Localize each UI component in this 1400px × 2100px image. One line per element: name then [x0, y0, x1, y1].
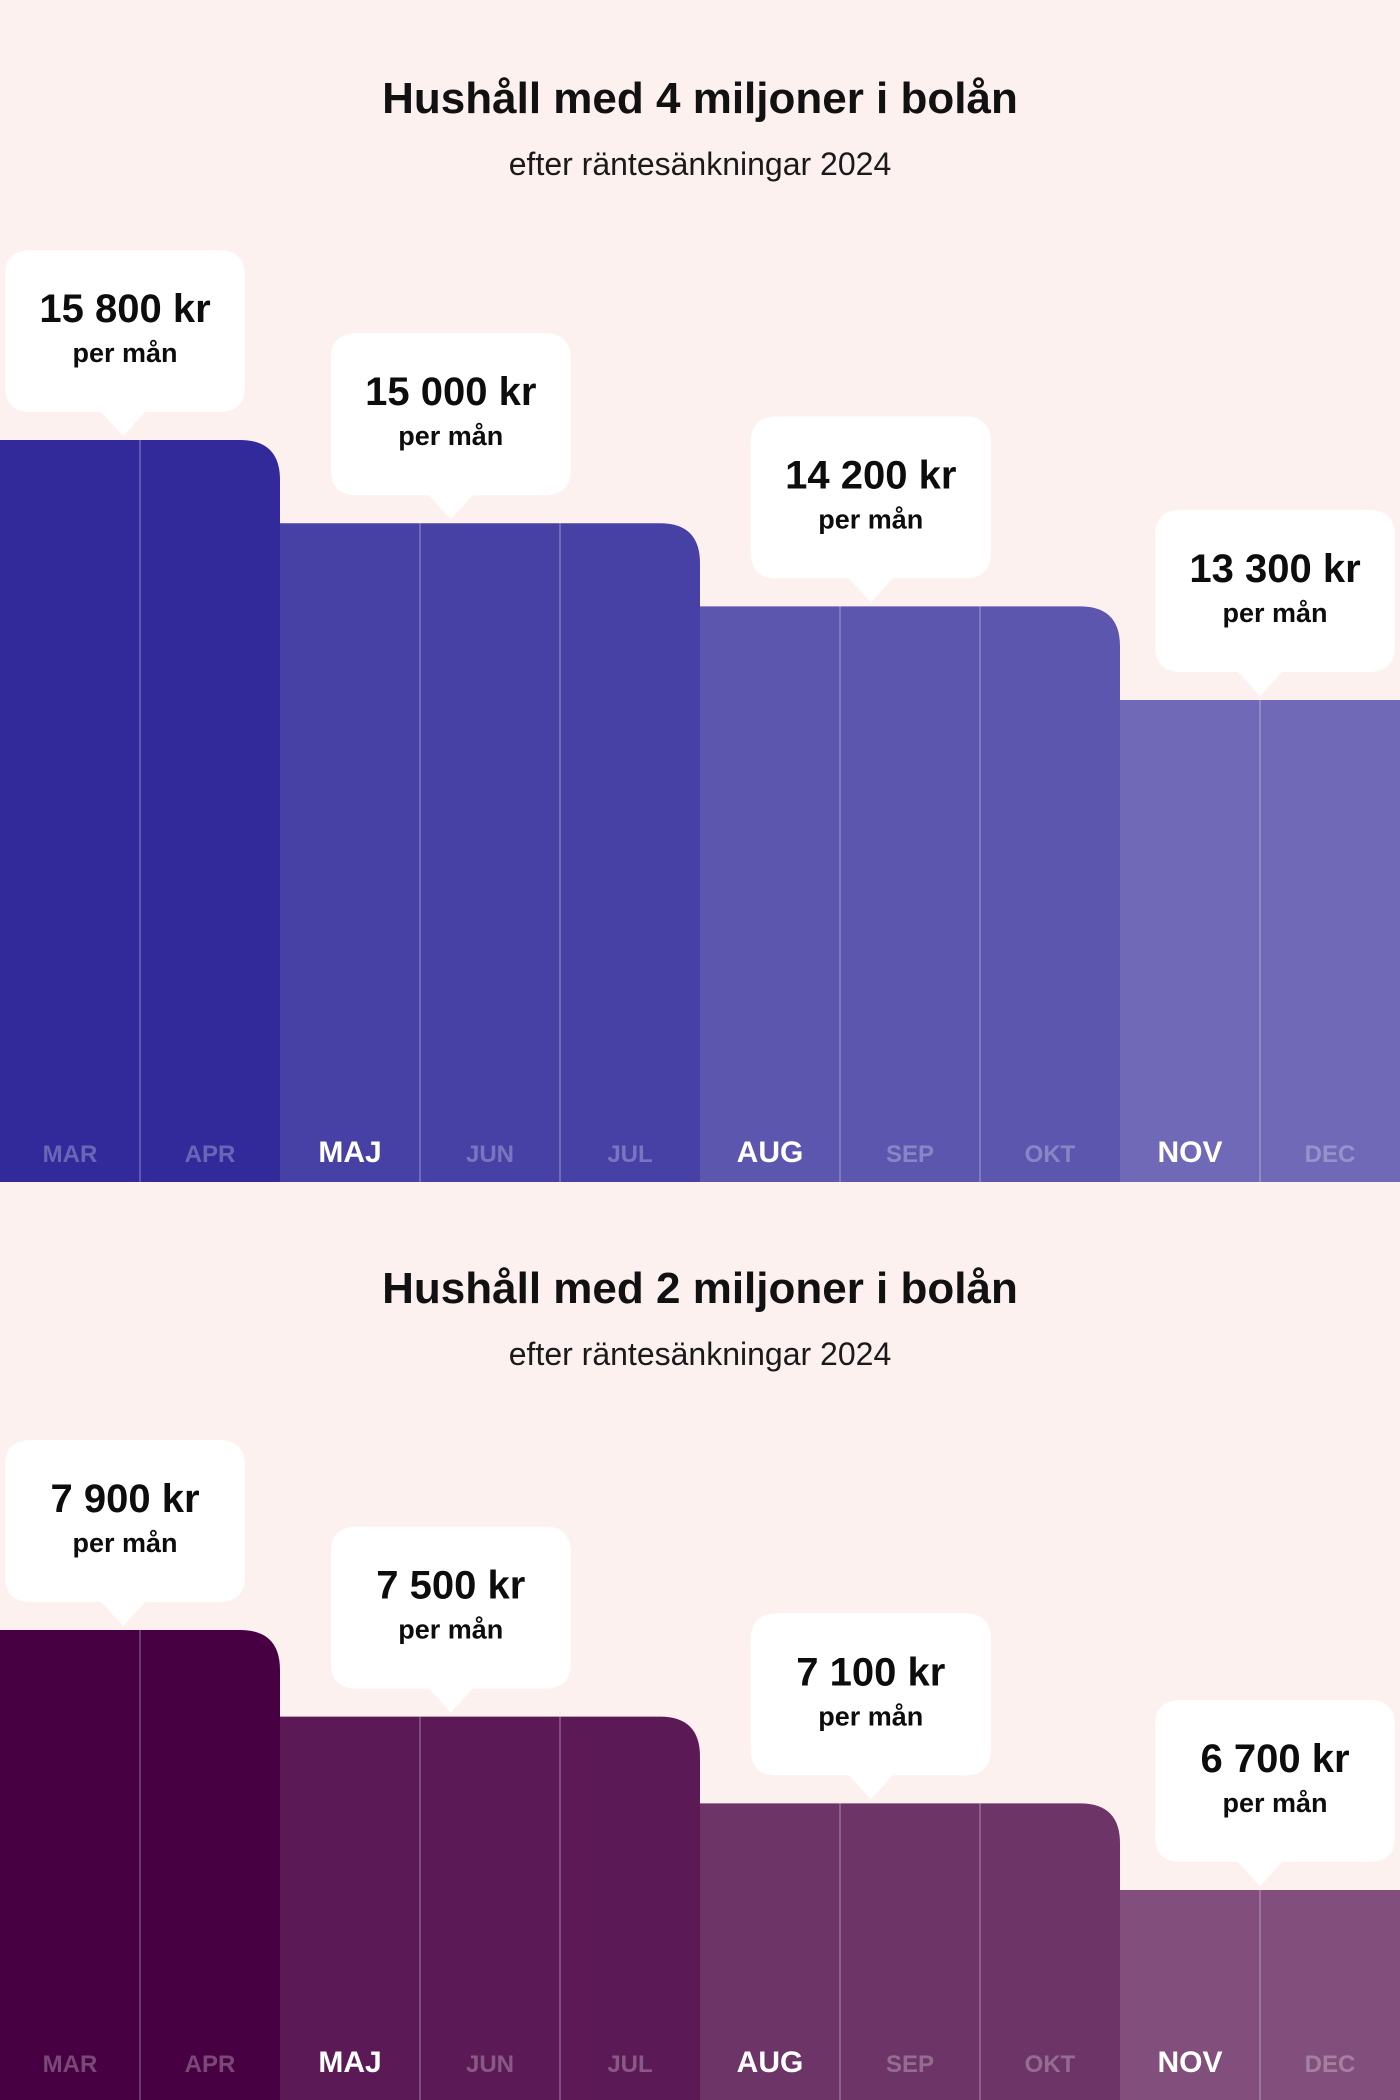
callout-unit: per mån [1222, 598, 1327, 628]
value-callout: 15 800 kr per mån [5, 250, 245, 436]
month-label-mar: MAR [43, 2051, 98, 2078]
month-label-jun: JUN [466, 1141, 514, 1168]
month-label-aug: AUG [737, 2046, 804, 2079]
callout-bubble [750, 416, 991, 603]
callout-bubble [330, 333, 571, 520]
chart-panel-2m: Hushåll med 2 miljoner i bolån efter rän… [0, 1190, 1400, 2100]
month-label-dec: DEC [1305, 2051, 1356, 2078]
callout-value: 15 800 kr [39, 287, 210, 331]
value-callout: 15 000 kr per mån [330, 333, 571, 520]
bar-group-1 [280, 523, 700, 1182]
month-label-aug: AUG [737, 1136, 804, 1169]
month-label-dec: DEC [1305, 1141, 1356, 1168]
callout-value: 14 200 kr [785, 453, 956, 497]
callout-bubble [5, 250, 245, 436]
callout-unit: per mån [398, 1615, 503, 1645]
bar-group-2 [700, 1803, 1120, 2100]
month-label-okt: OKT [1025, 2051, 1076, 2078]
callout-value: 6 700 kr [1200, 1737, 1349, 1781]
value-callout: 7 500 kr per mån [330, 1526, 571, 1713]
callout-value: 7 500 kr [376, 1564, 525, 1608]
chart-panel-4m: Hushåll med 4 miljoner i bolån efter rän… [0, 74, 1400, 1182]
bar-chart-2m: MAR APR 7 900 kr per mån MAJ JUN JUL 7 500 kr pe… [0, 1440, 1400, 2100]
month-label-apr: APR [185, 2051, 236, 2078]
bar-group-2 [700, 606, 1120, 1182]
month-label-okt: OKT [1025, 1141, 1076, 1168]
month-label-jun: JUN [466, 2051, 514, 2078]
callout-unit: per mån [72, 338, 177, 368]
month-label-jul: JUL [607, 2051, 652, 2078]
value-callout: 7 900 kr per mån [5, 1440, 245, 1626]
value-callout: 14 200 kr per mån [750, 416, 991, 603]
month-label-maj: MAJ [318, 1136, 381, 1169]
chart-title: Hushåll med 2 miljoner i bolån [382, 1264, 1018, 1313]
bar-group-3 [1120, 1890, 1400, 2100]
callout-unit: per mån [398, 421, 503, 451]
month-label-sep: SEP [886, 2051, 934, 2078]
callout-unit: per mån [818, 504, 923, 534]
value-callout: 6 700 kr per mån [1155, 1700, 1395, 1886]
callout-bubble [5, 1440, 245, 1626]
month-label-apr: APR [185, 1141, 236, 1168]
callout-bubble [1155, 1700, 1395, 1886]
callout-unit: per mån [72, 1528, 177, 1558]
month-label-nov: NOV [1157, 1136, 1222, 1169]
value-callout: 7 100 kr per mån [750, 1613, 991, 1800]
month-label-sep: SEP [886, 1141, 934, 1168]
chart-subtitle: efter räntesänkningar 2024 [508, 146, 892, 182]
chart-title: Hushåll med 4 miljoner i bolån [382, 74, 1018, 123]
bar-group-3 [1120, 700, 1400, 1182]
callout-value: 7 900 kr [50, 1477, 199, 1521]
bar-group-0 [0, 440, 280, 1182]
month-label-mar: MAR [43, 1141, 98, 1168]
callout-bubble [1155, 510, 1395, 696]
month-label-maj: MAJ [318, 2046, 381, 2079]
callout-bubble [330, 1526, 571, 1713]
callout-bubble [750, 1613, 991, 1800]
callout-value: 15 000 kr [365, 370, 536, 414]
callout-unit: per mån [818, 1701, 923, 1731]
bar-group-0 [0, 1630, 280, 2100]
month-label-jul: JUL [607, 1141, 652, 1168]
bar-group-1 [280, 1716, 700, 2100]
bar-chart-4m: MAR APR 15 800 kr per mån MAJ JUN JUL 15 000 kr… [0, 250, 1400, 1182]
value-callout: 13 300 kr per mån [1155, 510, 1395, 696]
month-label-nov: NOV [1157, 2046, 1222, 2079]
callout-value: 13 300 kr [1189, 547, 1360, 591]
callout-unit: per mån [1222, 1788, 1327, 1818]
callout-value: 7 100 kr [796, 1650, 945, 1694]
chart-subtitle: efter räntesänkningar 2024 [508, 1336, 892, 1372]
